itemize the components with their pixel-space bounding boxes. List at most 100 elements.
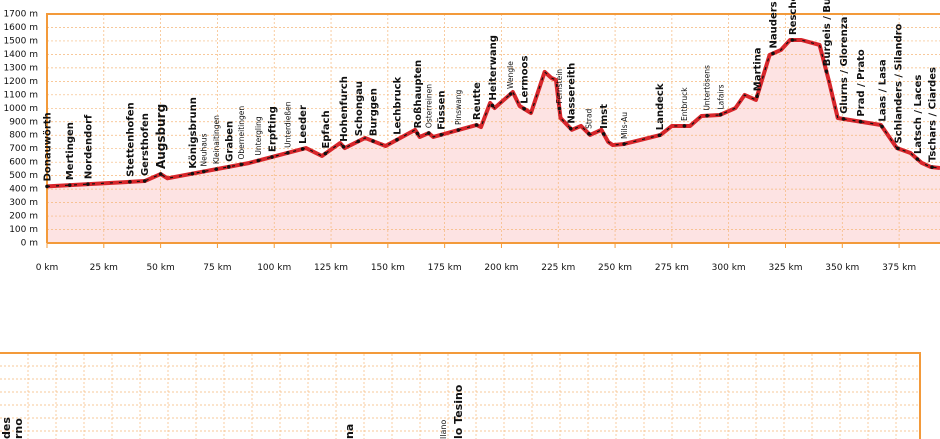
y-tick-label: 1300 m: [3, 63, 38, 73]
place-label: Graben: [224, 121, 235, 162]
place-label: Reutte: [472, 82, 483, 120]
lower-place-label: llano: [439, 420, 448, 439]
y-tick-label: 800 m: [9, 131, 38, 141]
place-label: Nauders: [768, 1, 779, 48]
lower-place-label: lo Tesino: [452, 384, 465, 439]
place-label: Neuhaus: [199, 133, 208, 166]
x-tick-label: 300 km: [712, 263, 746, 273]
x-tick-label: 0 km: [36, 263, 59, 273]
place-marker: [158, 172, 163, 176]
x-tick-label: 250 km: [598, 263, 632, 273]
place-marker: [755, 94, 759, 98]
y-tick-label: 0 m: [21, 239, 38, 249]
x-tick-label: 275 km: [655, 263, 689, 273]
place-marker: [286, 151, 290, 155]
place-label: Glurns / Glorenza: [839, 17, 850, 114]
place-label: Gersthofen: [140, 113, 151, 176]
lower-place-label: des: [0, 417, 13, 439]
place-label: Kleinaitingen: [212, 115, 221, 164]
place-marker: [226, 165, 231, 169]
place-marker: [415, 131, 420, 136]
place-label: Entbruck: [680, 87, 689, 121]
place-marker: [824, 69, 829, 74]
place-label: Heiterwang: [488, 35, 499, 100]
place-marker: [256, 158, 261, 163]
place-marker: [682, 124, 687, 128]
place-label: Schongau: [354, 81, 365, 136]
elevation-area: [47, 39, 940, 244]
place-marker: [456, 128, 461, 132]
place-marker: [439, 132, 444, 137]
place-marker: [915, 157, 920, 161]
place-marker: [858, 119, 863, 124]
place-label: Mertingen: [65, 122, 76, 180]
place-label: Oberneitingen: [237, 106, 246, 160]
place-label: Leeder: [298, 105, 309, 144]
x-tick-label: 25 km: [90, 263, 118, 273]
lower-panel: des rno na llano lo Tesino: [0, 352, 921, 439]
place-label: Landeck: [655, 83, 666, 130]
place-label: Roßhaupten: [413, 60, 424, 129]
place-marker: [601, 132, 606, 136]
y-tick-label: 1100 m: [3, 90, 38, 100]
y-tick-label: 600 m: [9, 158, 38, 168]
place-label: Augsburg: [154, 104, 168, 169]
place-label: Tschars / Ciardes: [928, 67, 939, 162]
place-label: Schlanders / Silandro: [893, 23, 904, 143]
place-marker: [300, 147, 305, 151]
place-label: Untergling: [254, 116, 263, 155]
place-label: Nordendorf: [83, 114, 94, 179]
y-tick-label: 1000 m: [3, 104, 38, 114]
place-label: Erpfting: [267, 106, 278, 152]
place-marker: [67, 183, 72, 187]
place-marker: [718, 112, 723, 117]
place-marker: [239, 162, 244, 167]
place-label: Martina: [753, 47, 764, 91]
x-tick-label: 225 km: [541, 263, 575, 273]
place-label: Lechbruck: [392, 76, 403, 134]
place-marker: [587, 132, 591, 136]
place-label: Donauwörth: [43, 112, 54, 181]
place-marker: [45, 184, 49, 189]
place-marker: [771, 51, 775, 56]
place-label: Osterreinen: [424, 84, 433, 128]
x-tick-label: 325 km: [768, 263, 802, 273]
place-label: Pinswang: [454, 89, 463, 125]
y-tick-label: 500 m: [9, 171, 38, 181]
place-label: Königsbrunn: [188, 97, 199, 169]
place-marker: [341, 144, 346, 149]
place-label: Burggen: [369, 88, 380, 136]
y-tick-label: 1700 m: [3, 10, 38, 20]
place-marker: [841, 117, 846, 121]
place-marker: [622, 142, 626, 146]
place-label: Strad: [585, 108, 594, 128]
x-tick-label: 75 km: [203, 263, 231, 273]
place-label: Wengle: [506, 61, 515, 89]
y-tick-label: 900 m: [9, 117, 38, 127]
place-marker: [201, 169, 206, 174]
place-label: Lermoos: [520, 56, 531, 104]
place-marker: [490, 103, 495, 108]
y-tick-label: 100 m: [9, 225, 38, 235]
place-marker: [142, 179, 147, 183]
x-tick-label: 100 km: [257, 263, 291, 273]
x-tick-label: 200 km: [484, 263, 518, 273]
y-tick-label: 1400 m: [3, 50, 38, 60]
place-label: Untertösens: [703, 65, 712, 111]
x-tick-label: 175 km: [428, 263, 462, 273]
elevation-line-dashes: [46, 39, 940, 188]
place-marker: [705, 113, 709, 118]
place-label: Laas / Lasa: [878, 59, 889, 121]
place-label: Mils-Au: [620, 112, 629, 139]
y-tick-label: 200 m: [9, 212, 38, 222]
place-marker: [508, 92, 513, 96]
place-marker: [214, 167, 219, 171]
place-marker: [657, 133, 662, 138]
lower-frame: [0, 352, 921, 439]
chart-frame: [46, 13, 940, 243]
place-label: Fernstein: [555, 69, 564, 104]
place-marker: [880, 124, 884, 129]
place-marker: [270, 155, 274, 159]
x-tick-label: 375 km: [882, 263, 916, 273]
